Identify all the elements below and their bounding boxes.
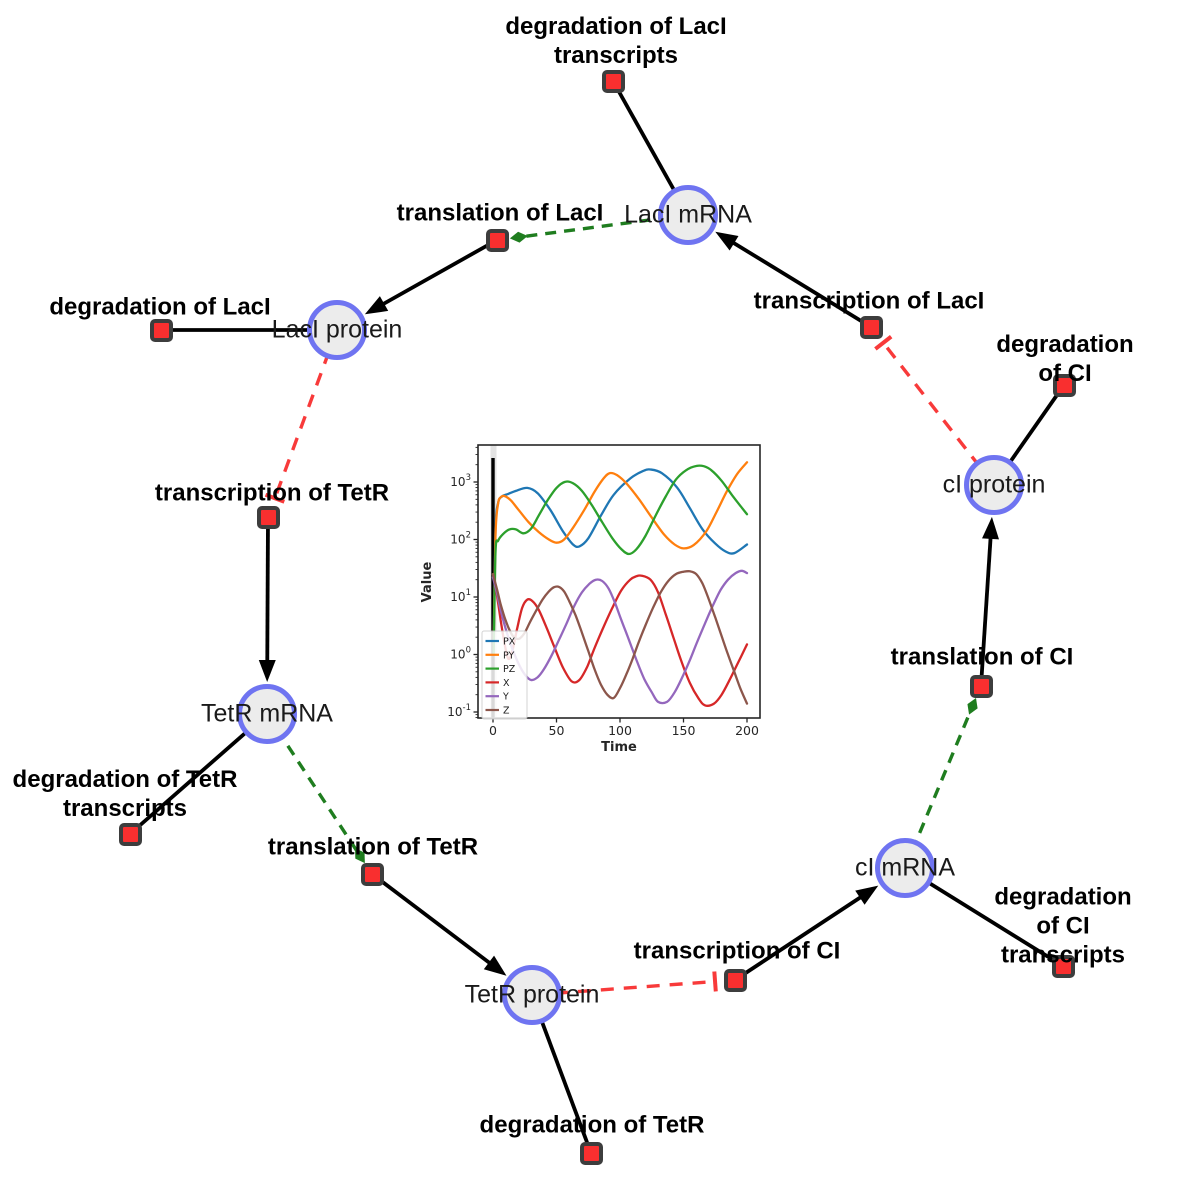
reaction-label-deg_tetr_tx: degradation of TetR transcripts xyxy=(12,766,238,822)
inhibition-tbar-icon xyxy=(264,492,285,504)
arrowhead-icon xyxy=(483,955,507,976)
arrowhead-icon xyxy=(364,296,389,315)
chart-ylabel: Value xyxy=(420,561,435,602)
species-label-tetr_mrna: TetR mRNA xyxy=(201,699,333,728)
diamond-arrowhead-icon xyxy=(967,697,978,715)
reaction-node-deg_ci_tx[interactable] xyxy=(1051,954,1075,978)
x-tick-label: 0 xyxy=(489,723,497,738)
chart-legend: PX PY PZ XYZ xyxy=(481,630,528,720)
reaction-label-translation_ci: translation of CI xyxy=(890,643,1074,671)
reaction-label-transcription_laci: transcription of LacI xyxy=(753,287,985,315)
species-node-ci_protein[interactable] xyxy=(964,455,1024,515)
reaction-node-deg_tetr_tx[interactable] xyxy=(118,822,142,846)
x-tick-label: 50 xyxy=(549,723,565,738)
diamond-arrowhead-icon xyxy=(509,231,528,243)
reaction-node-translation_tetr[interactable] xyxy=(360,862,384,886)
species-node-laci_mrna[interactable] xyxy=(658,185,718,245)
reaction-node-transcription_tetr[interactable] xyxy=(256,505,280,529)
edge-translation_tetr-tetr_protein-production xyxy=(370,872,507,976)
reaction-label-translation_tetr: translation of TetR xyxy=(267,833,479,861)
reaction-node-deg_tetr[interactable] xyxy=(579,1141,603,1165)
y-tick-label: 100 xyxy=(450,646,471,662)
reaction-label-transcription_ci: transcription of CI xyxy=(633,937,841,965)
reaction-node-deg_laci[interactable] xyxy=(149,318,173,342)
species-label-ci_mrna: cI mRNA xyxy=(855,853,955,882)
legend-label-PX: PX xyxy=(503,637,516,648)
diamond-arrowhead-icon xyxy=(354,848,365,864)
x-tick-label: 150 xyxy=(672,723,696,738)
species-node-tetr_protein[interactable] xyxy=(502,965,562,1025)
inhibition-tbar-icon xyxy=(712,971,718,992)
chart-series-PX-line xyxy=(492,468,749,646)
species-node-ci_mrna[interactable] xyxy=(875,838,935,898)
y-tick-label: 10-1 xyxy=(447,703,471,719)
chart-series-X-line xyxy=(491,572,749,707)
chart-axes-box xyxy=(477,444,761,719)
x-tick-label: 100 xyxy=(608,723,632,738)
edge-tetr_protein-transcription_ci-inhibition xyxy=(531,971,718,997)
timeseries-inset-chart: 10-1 100 101 102 103 0 50 100 150 200 Time Value PX P… xyxy=(415,432,765,764)
arrowhead-icon xyxy=(258,659,276,683)
edge-translation_ci-ci_protein-production xyxy=(979,516,999,687)
reaction-label-deg_laci: degradation of LacI xyxy=(49,293,271,321)
x-tick-label: 200 xyxy=(735,723,759,738)
legend-label-X: X xyxy=(503,678,510,689)
species-label-laci_protein: LacI protein xyxy=(271,315,403,344)
legend-label-Z: Z xyxy=(503,706,510,717)
inhibition-tbar-icon xyxy=(874,335,893,351)
chart-series-PY-line xyxy=(492,461,749,652)
species-label-ci_protein: cI protein xyxy=(942,470,1046,499)
chart-x-axis: 0 50 100 150 200 xyxy=(489,718,759,738)
reaction-label-deg_tetr: degradation of TetR xyxy=(479,1111,705,1139)
reaction-node-translation_ci[interactable] xyxy=(969,674,993,698)
reaction-node-deg_laci_tx[interactable] xyxy=(601,69,625,93)
arrowhead-icon xyxy=(855,885,879,905)
edge-ci_mrna-deg_ci_tx-consumption xyxy=(903,866,1065,968)
reaction-node-translation_laci[interactable] xyxy=(485,228,509,252)
legend-label-Y: Y xyxy=(502,692,509,703)
species-label-laci_mrna: LacI mRNA xyxy=(624,200,752,229)
arrowhead-icon xyxy=(715,231,739,251)
edge-transcription_laci-laci_mrna-production xyxy=(715,231,872,329)
species-node-laci_protein[interactable] xyxy=(307,300,367,360)
reaction-label-deg_laci_tx: degradation of LacI transcripts xyxy=(505,13,727,69)
y-tick-label: 103 xyxy=(450,473,471,489)
reaction-node-transcription_ci[interactable] xyxy=(723,968,747,992)
reaction-label-deg_ci: degradation of CI xyxy=(996,331,1134,387)
y-tick-label: 102 xyxy=(450,531,471,547)
edge-transcription_tetr-tetr_mrna-production xyxy=(258,516,276,683)
arrowhead-icon xyxy=(982,516,999,540)
reaction-label-translation_laci: translation of LacI xyxy=(396,199,604,227)
edge-translation_laci-laci_protein-production xyxy=(364,238,498,315)
chart-xlabel: Time xyxy=(601,740,637,755)
reaction-node-transcription_laci[interactable] xyxy=(859,315,883,339)
species-node-tetr_mrna[interactable] xyxy=(237,684,297,744)
edge-transcription_ci-ci_mrna-production xyxy=(733,885,879,982)
legend-label-PY: PY xyxy=(503,650,515,661)
chart-series-PZ-line xyxy=(492,464,749,656)
reaction-label-transcription_tetr: transcription of TetR xyxy=(154,479,390,507)
reaction-node-deg_ci[interactable] xyxy=(1052,373,1076,397)
legend-label-PZ: PZ xyxy=(503,664,516,675)
reaction-label-deg_ci_tx: degradation of CI transcripts xyxy=(994,883,1132,969)
chart-y-axis: 10-1 100 101 102 103 xyxy=(447,446,478,719)
species-label-tetr_protein: TetR protein xyxy=(464,980,600,1009)
y-tick-label: 101 xyxy=(450,588,471,604)
